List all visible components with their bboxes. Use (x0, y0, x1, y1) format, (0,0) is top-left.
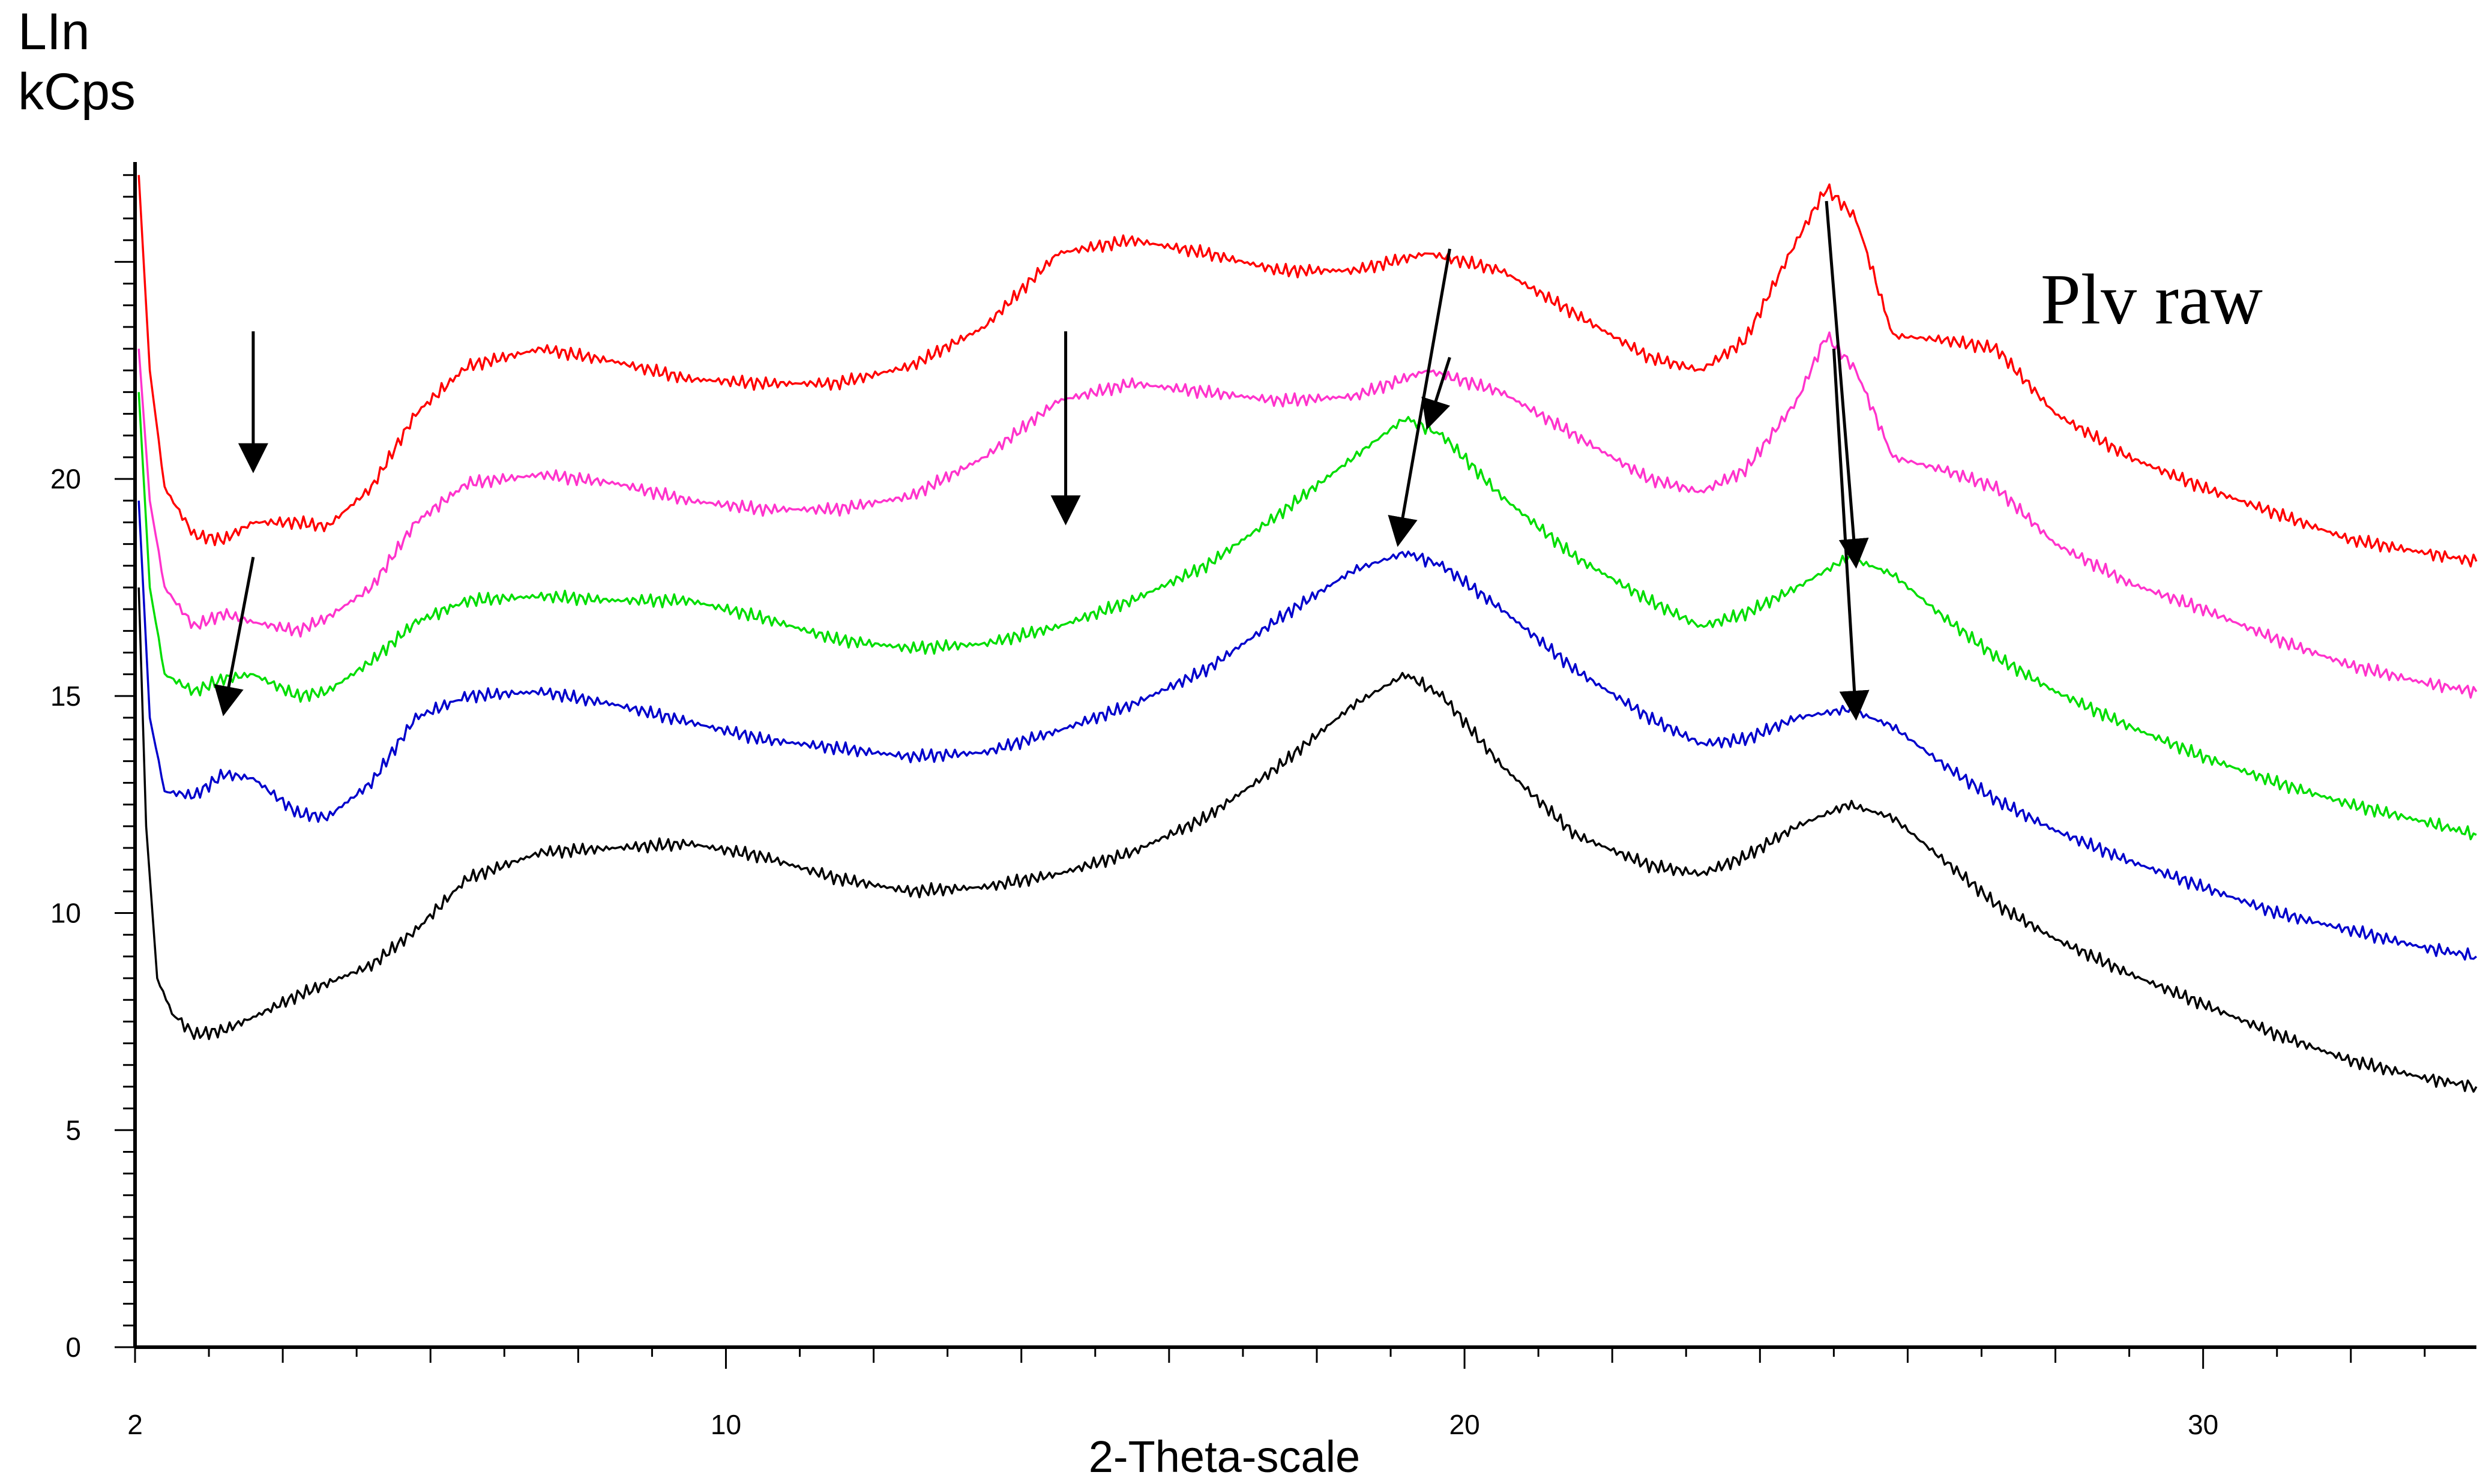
series-line-5 (137, 587, 2478, 1093)
axes: 0 5 10 15 20 2 10 20 30 (50, 162, 2476, 1440)
x-tick-label: 20 (1449, 1409, 1479, 1440)
annotation-arrow (1421, 356, 1451, 430)
y-tick-label: 10 (50, 898, 81, 929)
x-axis-label: 2-Theta-scale (1088, 1432, 1361, 1482)
y-tick-label: 0 (65, 1332, 81, 1363)
annotation-arrow (1388, 248, 1451, 547)
y-axis-label-line-1: LIn (18, 3, 90, 61)
series-line-1 (137, 175, 2478, 568)
annotation-arrow (1832, 348, 1870, 721)
x-tick-label: 10 (711, 1409, 741, 1440)
arrow-layer (214, 200, 1870, 721)
series-line-3 (137, 392, 2477, 841)
annotation-arrow (214, 556, 255, 716)
series-layer (137, 175, 2478, 1093)
series-line-2 (137, 331, 2478, 699)
y-axis-label-line-2: kCps (18, 63, 136, 121)
chart-annotation: Plv raw (2041, 259, 2263, 339)
annotation-arrow (1825, 200, 1869, 569)
series-line-4 (137, 500, 2478, 961)
x-tick-label: 30 (2188, 1409, 2218, 1440)
y-tick-label: 5 (65, 1114, 81, 1146)
x-tick-label: 2 (127, 1409, 143, 1440)
y-tick-label: 15 (50, 680, 81, 712)
y-tick-label: 20 (50, 463, 81, 494)
